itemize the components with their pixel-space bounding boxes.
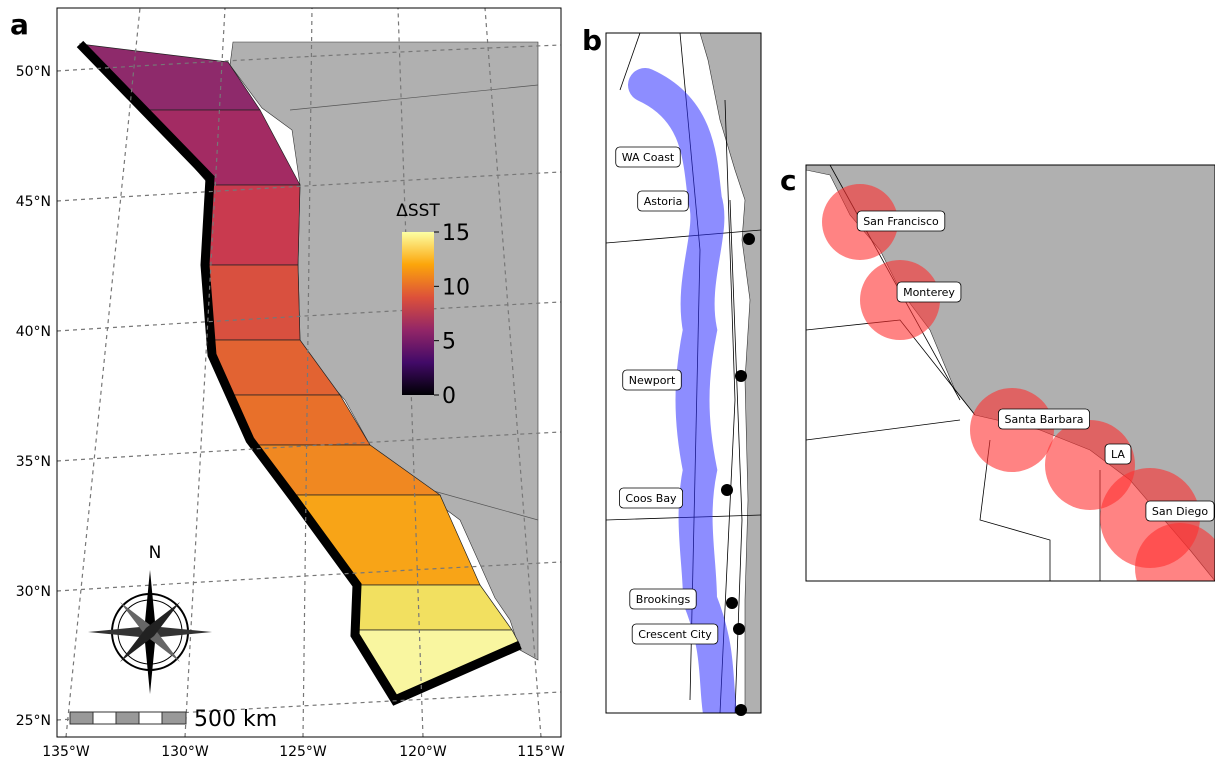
eez-band	[205, 265, 300, 340]
y-tick-label: 45°N	[16, 194, 51, 210]
place-label: LA	[1111, 448, 1125, 461]
y-tick-label: 30°N	[16, 584, 51, 600]
x-tick-label: 130°W	[161, 744, 209, 760]
map-a	[57, 8, 561, 737]
panel-label: a	[10, 8, 29, 41]
panel-label: b	[582, 24, 602, 57]
eez-band	[355, 630, 520, 700]
panel-label: c	[780, 164, 797, 197]
place-label: Astoria	[644, 195, 683, 208]
x-tick-label: 115°W	[517, 744, 565, 760]
colorbar-title: ΔSST	[396, 201, 440, 221]
colorbar-tick-label: 0	[442, 384, 456, 409]
place-label: Crescent City	[638, 628, 712, 641]
colorbar-tick-label: 10	[442, 275, 470, 300]
eez-band	[355, 585, 512, 630]
place-label: San Diego	[1152, 505, 1208, 518]
colorbar-tick-label: 15	[442, 221, 470, 246]
place-label: Santa Barbara	[1004, 413, 1083, 426]
scale-bar	[70, 712, 186, 724]
eez-band	[144, 110, 300, 185]
map-c	[806, 165, 1215, 613]
place-label: Coos Bay	[625, 492, 677, 505]
place-label: Newport	[629, 374, 676, 387]
figure: ΔSST N 500 km a b c 135°W 130°W 125°W 120°W…	[0, 0, 1215, 762]
place-label: Brookings	[636, 593, 691, 606]
place-label: WA Coast	[622, 151, 675, 164]
scale-bar-label: 500 km	[194, 707, 277, 732]
place-label: San Francisco	[863, 215, 939, 228]
colorbar-tick-label: 5	[442, 330, 456, 355]
colorbar	[402, 232, 434, 395]
eez-band	[205, 185, 300, 265]
y-tick-label: 40°N	[16, 324, 51, 340]
compass	[88, 570, 212, 694]
y-tick-label: 50°N	[16, 64, 51, 80]
x-tick-label: 135°W	[42, 744, 90, 760]
y-tick-label: 25°N	[16, 713, 51, 729]
compass-label: N	[149, 543, 162, 563]
x-tick-label: 120°W	[399, 744, 447, 760]
y-tick-label: 35°N	[16, 454, 51, 470]
x-tick-label: 125°W	[279, 744, 327, 760]
place-label: Monterey	[903, 286, 955, 299]
